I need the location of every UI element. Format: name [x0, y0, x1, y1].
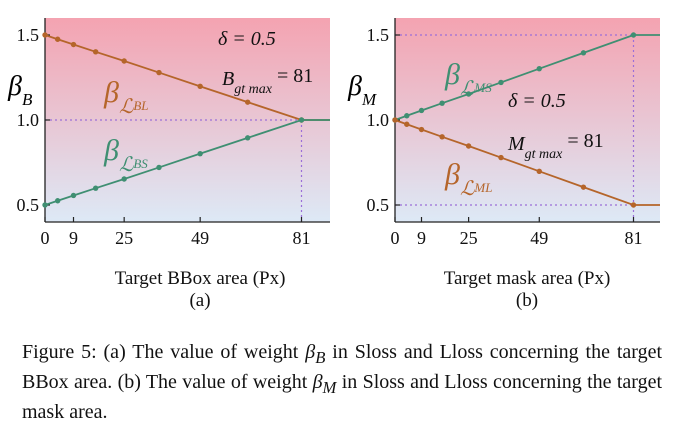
data-point-bs	[197, 150, 203, 157]
y-axis-label: βB	[7, 71, 33, 109]
data-point-ml	[404, 121, 410, 127]
data-point-bl	[70, 41, 77, 48]
data-point-bs	[54, 198, 61, 204]
y-tick-label: 1.5	[367, 25, 390, 45]
data-point-ms	[439, 100, 445, 106]
panel-label: (a)	[189, 290, 210, 311]
data-point-ms	[404, 113, 410, 119]
data-point-ms	[630, 32, 637, 38]
series-line-ml	[394, 119, 660, 206]
x-tick-label: 49	[191, 228, 209, 248]
series-line-bs	[44, 119, 330, 206]
data-point-bs	[70, 192, 77, 199]
y-tick-label: 0.5	[17, 195, 40, 215]
data-point-bs	[244, 135, 251, 141]
data-point-ml	[418, 126, 425, 133]
caption-beta-b: βB	[305, 341, 326, 367]
x-tick-label: 81	[293, 228, 311, 248]
data-point-bl	[244, 99, 251, 105]
data-point-bs	[298, 117, 305, 123]
data-point-bs	[121, 176, 127, 182]
x-tick-label: 49	[530, 228, 548, 248]
data-point-ml	[498, 154, 504, 161]
chart-panel-a: 0.5 1.0 1.5 0 9 25 49 81 Target BBox area (Px)(a…	[7, 18, 330, 311]
data-point-ms	[498, 79, 504, 86]
data-point-bl	[92, 49, 99, 55]
x-tick-label: 25	[460, 228, 478, 248]
y-axis-label: βM	[347, 71, 377, 109]
x-tick-label: 0	[391, 228, 400, 248]
data-point-ms	[580, 50, 587, 56]
caption-text-2: in Sloss and Lloss concerning the target…	[22, 341, 663, 393]
x-tick-label: 0	[41, 228, 50, 248]
data-point-ms	[418, 107, 425, 114]
data-point-ml	[630, 202, 637, 208]
data-point-ml	[465, 143, 472, 149]
y-tick-label: 0.5	[367, 195, 390, 215]
caption-text-3: in Sloss and Lloss concerning the target…	[22, 371, 662, 423]
delta-annotation: δ = 0.5	[218, 28, 276, 50]
data-point-bl	[121, 58, 127, 64]
x-tick-label: 81	[625, 228, 643, 248]
x-tick-label: 9	[69, 228, 78, 248]
data-point-bs	[156, 164, 162, 171]
x-axis-label: Target BBox area (Px)	[115, 268, 286, 289]
data-point-ms	[465, 91, 472, 97]
y-tick-label: 1.5	[17, 25, 40, 45]
data-point-bs	[42, 202, 48, 208]
y-tick-label: 1.0	[367, 110, 390, 130]
data-point-ml	[536, 168, 542, 175]
data-point-bl	[54, 36, 61, 42]
data-point-bl	[197, 83, 203, 90]
plot-background	[395, 18, 660, 222]
x-tick-label: 25	[115, 228, 133, 248]
panel-label: (b)	[516, 290, 538, 311]
caption-beta-m: βM	[312, 371, 337, 397]
figure-caption: Figure 5: (a) The value of weight βB in …	[22, 340, 662, 424]
y-tick-label: 1.0	[17, 110, 40, 130]
x-tick-label: 9	[417, 228, 426, 248]
series-line-bl	[44, 34, 330, 121]
plot-background	[45, 18, 330, 222]
data-point-ml	[580, 184, 587, 190]
data-point-bl	[156, 69, 162, 76]
data-point-ms	[536, 65, 542, 72]
x-axis-label: Target mask area (Px)	[444, 268, 611, 289]
delta-annotation: δ = 0.5	[508, 90, 566, 112]
caption-text-1: Figure 5: (a) The value of weight	[22, 341, 306, 363]
chart-panel-b: 0.5 1.0 1.5 0 9 25 49 81 Target mask area (Px)(b…	[347, 18, 660, 311]
data-point-ml	[392, 117, 398, 123]
data-point-bl	[42, 32, 48, 38]
data-point-bs	[92, 185, 99, 191]
data-point-ml	[439, 134, 445, 140]
series-line-ms	[394, 34, 660, 121]
